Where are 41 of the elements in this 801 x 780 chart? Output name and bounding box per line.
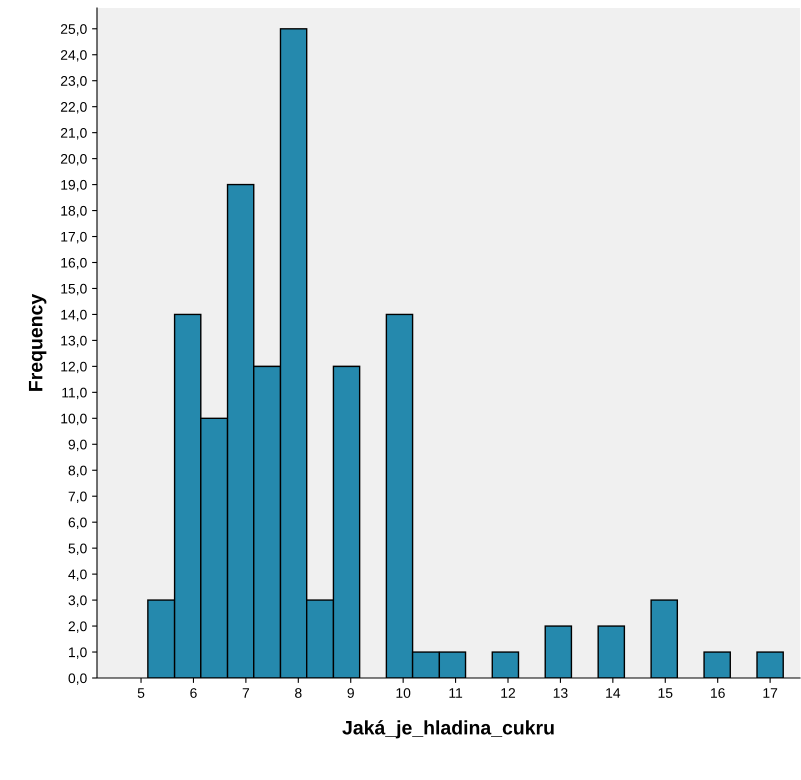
y-tick-label: 0,0: [68, 673, 87, 685]
x-tick-label: 14: [606, 688, 620, 698]
x-tick-label: 10: [396, 688, 410, 698]
y-tick-label: 10,0: [61, 414, 87, 426]
y-tick-label: 22,0: [60, 102, 87, 114]
x-tick-label: 9: [348, 688, 354, 698]
x-tick-label: 6: [190, 688, 197, 698]
y-tick-label: 21,0: [60, 128, 87, 140]
y-tick-label: 7,0: [68, 492, 87, 504]
y-tick-label: 17,0: [61, 232, 87, 244]
y-tick-label: 12,0: [61, 362, 87, 374]
x-tick-label: 7: [242, 688, 250, 698]
y-tick-label: 20,0: [60, 154, 87, 166]
y-tick-label: 11,0: [62, 388, 87, 400]
x-tick-label: 11: [449, 688, 462, 698]
y-tick-label: 24,0: [60, 50, 87, 62]
y-tick-label: 8,0: [68, 466, 87, 478]
y-tick-label: 13,0: [61, 336, 87, 348]
y-tick-label: 14,0: [61, 310, 87, 322]
x-axis-title: Jaká_je_hladina_cukru: [342, 720, 554, 738]
y-tick-label: 16,0: [61, 258, 87, 270]
y-tick-label: 4,0: [68, 569, 87, 581]
y-tick-label: 18,0: [61, 206, 87, 218]
y-tick-label: 1,0: [69, 647, 87, 659]
y-tick-label: 2,0: [68, 621, 87, 633]
y-tick-label: 23,0: [60, 76, 87, 88]
x-tick-label: 13: [554, 688, 568, 698]
x-tick-label: 12: [501, 688, 516, 698]
y-tick-label: 25,0: [60, 24, 87, 36]
y-tick-label: 9,0: [68, 440, 87, 452]
y-tick-label: 6,0: [68, 518, 87, 529]
x-tick-label: 15: [658, 688, 672, 698]
y-tick-label: 3,0: [68, 595, 87, 607]
y-axis-title: Frequency: [28, 294, 46, 391]
x-tick-label: 8: [295, 688, 302, 698]
y-tick-label: 5,0: [68, 543, 87, 555]
y-tick-label: 19,0: [61, 180, 87, 192]
x-tick-label: 17: [763, 688, 778, 698]
y-tick-label: 15,0: [61, 284, 87, 296]
x-tick-label: 5: [138, 688, 144, 698]
x-tick-label: 16: [711, 688, 725, 698]
